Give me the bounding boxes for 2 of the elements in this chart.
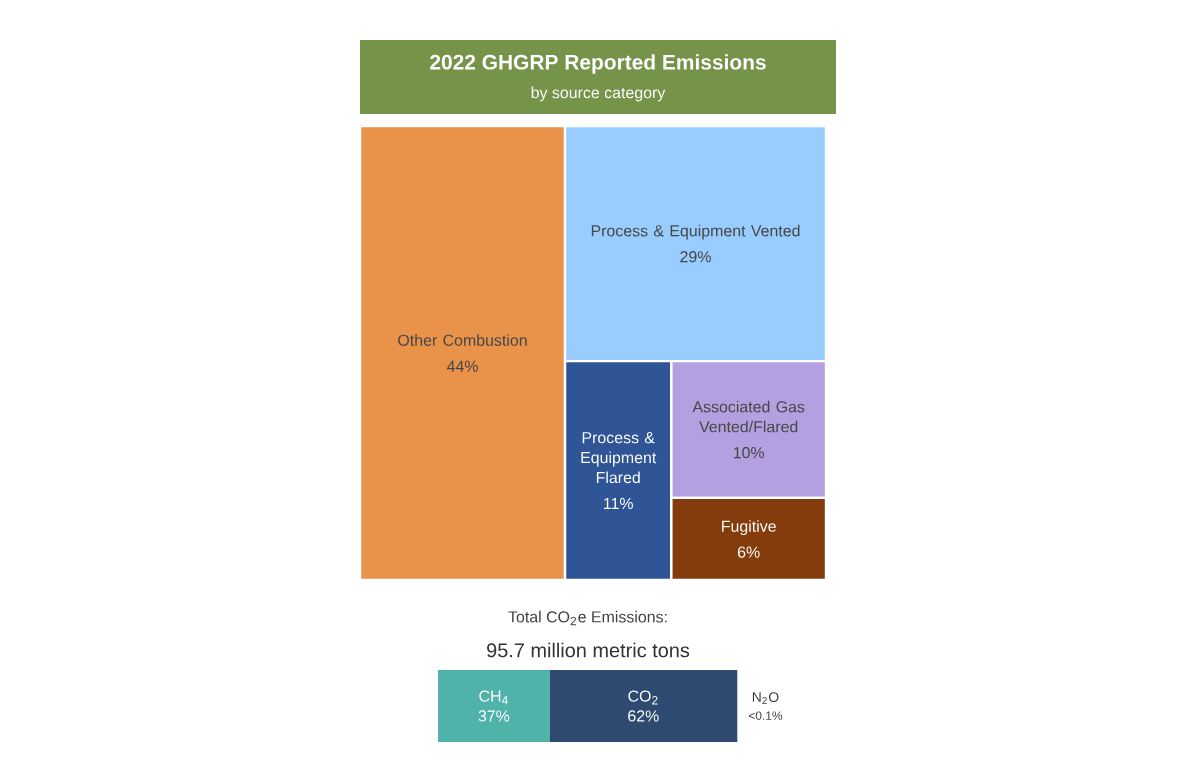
text: 95.7 million metric tons [487, 642, 690, 658]
text: 2022 GHGRP Reported Emissions [430, 54, 766, 74]
